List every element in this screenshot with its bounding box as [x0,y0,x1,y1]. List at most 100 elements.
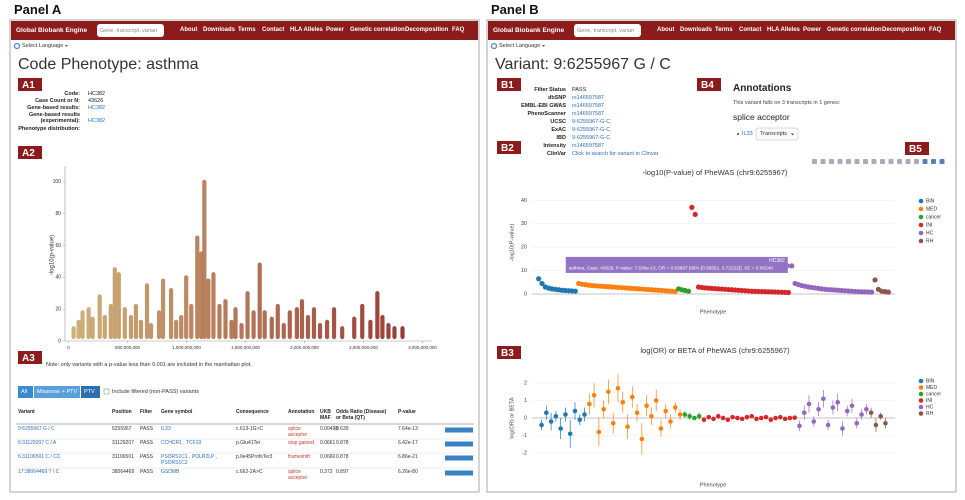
table-cell: p.Glu41Ter [236,440,261,446]
nav-link[interactable]: Terms [715,27,733,33]
nav-link[interactable]: FAQ [452,27,465,33]
nav-link[interactable]: Contact [739,27,762,33]
data-point [682,412,688,417]
legend-label: INI [926,222,932,228]
info-value[interactable]: 9-6255967-G-C [572,127,611,133]
data-point [811,419,817,424]
info-label: Phenotype distribution: [18,126,80,132]
data-point [859,412,864,417]
section-tag-box [497,346,521,359]
info-label: Filter Status [534,87,566,93]
y-tick-label: 2 [524,380,527,386]
table-cell[interactable]: IL33 [161,426,171,432]
table-header: UKB MAF [320,409,331,421]
table-cell[interactable]: GSDMB [161,469,180,475]
language-select[interactable]: Select Language [499,43,541,49]
data-point [639,436,645,442]
table-cell[interactable]: 6:31106501 C / CC [18,454,61,460]
info-value[interactable]: HC382 [88,118,106,124]
nav-link[interactable]: About [180,27,198,33]
table-cell: 31129207 [112,440,134,446]
data-point [620,399,626,405]
section-tag-box [18,78,42,91]
y-tick-label: -2 [522,450,527,456]
info-value[interactable]: HC382 [88,105,106,111]
data-point [801,410,807,416]
table-cell[interactable]: CCHCR1 , TCF19 [161,440,202,446]
nav-link[interactable]: FAQ [929,27,942,33]
nav-link[interactable]: Decomposition [405,27,449,33]
checkbox-label[interactable]: Include filtered (non-PASS) variants [112,389,200,395]
modebar-icon [914,159,919,164]
info-value[interactable]: rs146597587 [572,103,605,109]
nav-link[interactable]: Contact [262,27,285,33]
data-point [754,416,759,422]
info-label: IBD [556,135,566,141]
data-point [816,406,821,412]
data-point [596,429,602,435]
nav-link[interactable]: Decomposition [882,27,926,33]
pvalue-bar [445,455,473,461]
table-cell[interactable]: 6:31129207 C / A [18,440,57,446]
y-axis-label: log(OR) or BETA [509,397,515,438]
nav-link[interactable]: Genetic correlation [350,27,405,33]
panel-label: Panel B [491,2,539,17]
data-point [787,415,793,421]
nav-link[interactable]: Power [326,27,345,33]
modebar-icon [829,159,834,164]
table-cell[interactable]: 9:6255967 G / C [18,426,55,432]
modebar-icon [922,159,928,164]
y-tick-label: 60 [55,243,61,249]
nav-link[interactable]: HLA Alleles [767,27,800,33]
nav-link[interactable]: Downloads [680,27,713,33]
y-axis-label: -log10(p-value) [50,235,56,275]
nav-brand[interactable]: Global Biobank Engine [16,27,88,34]
info-value[interactable]: rs146597587 [572,111,605,117]
info-value[interactable]: Click to search for variant in Clinvar [572,151,659,157]
info-value[interactable]: 9-6255967-G-C [572,135,611,141]
table-cell[interactable]: 17:38064469 T / C [18,469,60,475]
nav-link[interactable]: HLA Alleles [290,27,323,33]
info-value[interactable]: rs146597587 [572,95,605,101]
search-box [97,24,164,37]
x-tick-label: 3,000,000,000 [408,345,437,350]
x-tick-label: 1,000,000,000 [172,345,201,350]
filter-button-label[interactable]: All [21,389,28,395]
nav-link[interactable]: Power [803,27,822,33]
data-point [539,280,545,287]
nav-link[interactable]: Genetic correlation [827,27,882,33]
data-point [572,288,578,294]
nav-brand[interactable]: Global Biobank Engine [493,27,565,34]
data-point [854,420,860,426]
table-header: Annotation [288,409,315,415]
legend-label: HC [926,404,934,410]
tooltip-pointer [787,262,791,269]
legend-label: cancer [926,391,941,397]
table-cell[interactable]: PSORS1C1 , POLR2LP , PSORS1C2 [161,454,218,466]
filter-button-label[interactable]: Missense + PTV [37,389,78,395]
nav-link[interactable]: About [657,27,675,33]
search-placeholder[interactable]: Gene, transcript, varian [100,27,158,34]
info-value[interactable]: rs146597587 [572,143,605,149]
x-tick-label: 0 [67,345,70,350]
legend-label: HC [926,230,934,236]
filter-button-label[interactable]: PTV [84,389,95,395]
nav-link[interactable]: Downloads [203,27,236,33]
info-value[interactable]: 9-6255967-G-C [572,119,611,125]
table-cell: p.Ile45ProfsTer3 [236,454,273,460]
search-placeholder[interactable]: Gene, transcript, varian [577,27,635,34]
x-tick-label: 2,500,000,000 [349,345,378,350]
panel-frame [9,19,480,493]
annotation-gene[interactable]: IL33 [742,131,753,137]
table-cell: PASS [140,469,153,475]
legend-swatch [918,222,924,228]
nav-link[interactable]: Terms [238,27,256,33]
language-select[interactable]: Select Language [22,43,64,49]
data-point [577,417,583,423]
data-point [739,416,745,422]
legend-swatch [918,214,924,220]
info-label: EMBL-EBI GWAS [521,103,566,109]
transcripts-button-label[interactable]: Transcripts [760,131,787,137]
